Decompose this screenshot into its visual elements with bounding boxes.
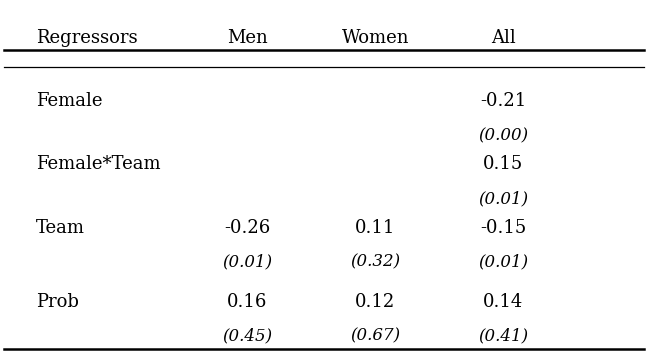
Text: Regressors: Regressors (36, 29, 138, 47)
Text: (0.32): (0.32) (350, 254, 400, 271)
Text: (0.01): (0.01) (478, 254, 528, 271)
Text: (0.45): (0.45) (222, 328, 272, 345)
Text: (0.67): (0.67) (350, 328, 400, 345)
Text: (0.01): (0.01) (222, 254, 272, 271)
Text: All: All (491, 29, 515, 47)
Text: Women: Women (341, 29, 409, 47)
Text: 0.14: 0.14 (483, 293, 523, 311)
Text: Female: Female (36, 92, 102, 110)
Text: 0.12: 0.12 (355, 293, 395, 311)
Text: 0.15: 0.15 (483, 156, 523, 174)
Text: (0.00): (0.00) (478, 127, 528, 144)
Text: (0.01): (0.01) (478, 190, 528, 208)
Text: Prob: Prob (36, 293, 79, 311)
Text: -0.15: -0.15 (480, 219, 526, 237)
Text: (0.41): (0.41) (478, 328, 528, 345)
Text: -0.26: -0.26 (224, 219, 270, 237)
Text: Female*Team: Female*Team (36, 156, 161, 174)
Text: Men: Men (227, 29, 268, 47)
Text: 0.11: 0.11 (355, 219, 395, 237)
Text: Team: Team (36, 219, 85, 237)
Text: 0.16: 0.16 (227, 293, 268, 311)
Text: -0.21: -0.21 (480, 92, 526, 110)
